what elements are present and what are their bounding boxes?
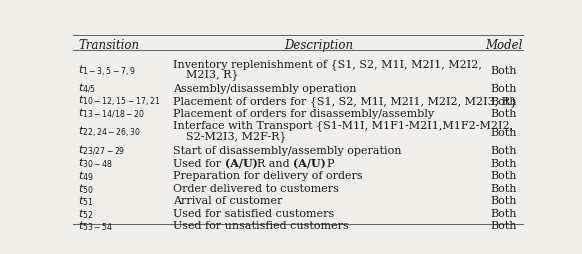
Text: Description: Description [284, 39, 353, 52]
Text: Interface with Transport {S1-M1I, M1F1-M2I1,M1F2-M2I2,: Interface with Transport {S1-M1I, M1F1-M… [173, 120, 513, 131]
Text: Model: Model [485, 39, 522, 52]
Text: Both: Both [490, 158, 517, 168]
Text: $t_{23/27-29}$: $t_{23/27-29}$ [78, 143, 125, 157]
Text: $t_{52}$: $t_{52}$ [78, 206, 94, 220]
Text: $t_{1-3,5-7,9}$: $t_{1-3,5-7,9}$ [78, 63, 136, 78]
Text: Preparation for delivery of orders: Preparation for delivery of orders [173, 170, 363, 180]
Text: M2I3, R}: M2I3, R} [186, 69, 239, 80]
Text: Both: Both [490, 196, 517, 205]
Text: Order delivered to customers: Order delivered to customers [173, 183, 339, 193]
Text: Start of disassembly/assembly operation: Start of disassembly/assembly operation [173, 145, 402, 155]
Text: Placement of orders for disassembly/assembly: Placement of orders for disassembly/asse… [173, 109, 434, 119]
Text: $t_{4/5}$: $t_{4/5}$ [78, 82, 97, 96]
Text: $t_{51}$: $t_{51}$ [78, 194, 94, 207]
Text: $t_{50}$: $t_{50}$ [78, 181, 94, 195]
Text: Both: Both [490, 183, 517, 193]
Text: $t_{30-48}$: $t_{30-48}$ [78, 156, 113, 170]
Text: $t_{49}$: $t_{49}$ [78, 169, 94, 182]
Text: Assembly/disassembly operation: Assembly/disassembly operation [173, 84, 356, 94]
Text: (A/U): (A/U) [225, 157, 257, 168]
Text: Both: Both [490, 170, 517, 180]
Text: Both: Both [490, 127, 517, 137]
Text: (A/U): (A/U) [293, 157, 326, 168]
Text: Placement of orders for {S1, S2, M1I, M2I1, M2I2, M2I3, R}: Placement of orders for {S1, S2, M1I, M2… [173, 96, 517, 107]
Text: Used for satisfied customers: Used for satisfied customers [173, 208, 334, 218]
Text: $t_{53-54}$: $t_{53-54}$ [78, 219, 113, 232]
Text: Used for: Used for [173, 158, 225, 168]
Text: Inventory replenishment of {S1, S2, M1I, M2I1, M2I2,: Inventory replenishment of {S1, S2, M1I,… [173, 59, 482, 69]
Text: Both: Both [490, 84, 517, 94]
Text: S2-M2I3, M2F-R}: S2-M2I3, M2F-R} [186, 131, 287, 141]
Text: R and: R and [257, 158, 293, 168]
Text: Both: Both [490, 109, 517, 119]
Text: Used for unsatisfied customers: Used for unsatisfied customers [173, 220, 349, 230]
Text: $t_{10-12,15-17,21}$: $t_{10-12,15-17,21}$ [78, 94, 161, 109]
Text: Both: Both [490, 145, 517, 155]
Text: Both: Both [490, 97, 517, 106]
Text: Arrival of customer: Arrival of customer [173, 196, 282, 205]
Text: Both: Both [490, 66, 517, 76]
Text: Both: Both [490, 220, 517, 230]
Text: $t_{22,24-26,30}$: $t_{22,24-26,30}$ [78, 125, 141, 140]
Text: Both: Both [490, 208, 517, 218]
Text: Transition: Transition [78, 39, 139, 52]
Text: P: P [326, 158, 333, 168]
Text: $t_{13-14/18-20}$: $t_{13-14/18-20}$ [78, 107, 146, 121]
